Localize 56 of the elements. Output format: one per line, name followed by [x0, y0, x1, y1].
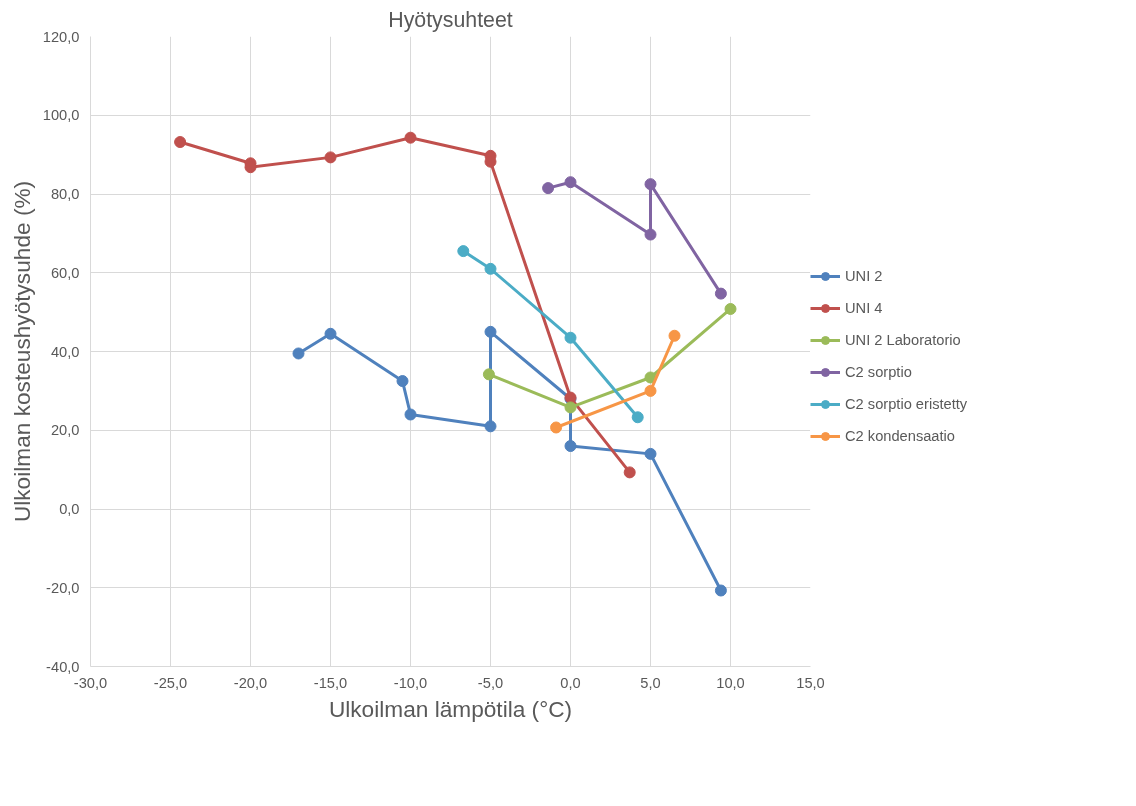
point	[457, 245, 470, 258]
point	[564, 440, 577, 452]
legend-label: C2 kondensaatio	[845, 428, 956, 444]
y-tick-label: -40,0	[46, 658, 80, 675]
point	[564, 401, 577, 414]
x-tick-label: -15,0	[313, 674, 348, 691]
point	[482, 368, 495, 381]
x-tick-label: -20,0	[233, 674, 268, 691]
legend-label: UNI 2 Laboratorio	[845, 332, 961, 348]
y-tick-label: 40,0	[50, 343, 80, 360]
y-tick-label: 100,0	[42, 107, 80, 124]
point	[174, 136, 187, 149]
y-tick-label: 0,0	[59, 501, 80, 517]
point	[324, 151, 337, 164]
point	[724, 302, 737, 315]
x-tick-label: -5,0	[477, 674, 504, 691]
legend-label: C2 sorptio	[845, 364, 912, 380]
chart-title: Hyötysuhteet	[388, 7, 513, 32]
point	[644, 447, 657, 460]
y-tick-label: 80,0	[50, 186, 80, 202]
y-tick-label: 120,0	[42, 28, 80, 45]
point	[623, 466, 636, 479]
legend-label: UNI 4	[845, 300, 883, 316]
y-tick-label: 60,0	[50, 264, 80, 281]
y-tick-label: 20,0	[50, 422, 80, 439]
point	[484, 262, 497, 275]
point	[484, 325, 497, 338]
legend-label: UNI 2	[845, 268, 883, 284]
point	[714, 287, 727, 300]
x-tick-label: -25,0	[153, 674, 188, 691]
x-tick-label: -10,0	[393, 674, 428, 691]
point	[292, 347, 305, 360]
x-tick-label: 10,0	[716, 674, 745, 691]
point	[484, 420, 497, 433]
point	[564, 176, 577, 189]
point	[714, 584, 727, 597]
x-axis-title: Ulkoilman lämpötila (°C)	[328, 695, 573, 722]
point	[644, 384, 657, 397]
point	[668, 329, 681, 342]
point	[404, 408, 417, 421]
point	[396, 375, 409, 388]
legend-label: C2 sorptio eristetty	[845, 396, 968, 412]
point	[644, 228, 657, 241]
point	[644, 178, 657, 191]
y-tick-label: -20,0	[46, 579, 80, 596]
x-tick-label: 15,0	[796, 674, 825, 691]
y-axis-title: Ulkoilman kosteushyötysuhde (%)	[8, 180, 35, 523]
x-tick-label: -30,0	[73, 674, 108, 691]
x-tick-label: 5,0	[640, 674, 661, 691]
point	[550, 421, 563, 434]
point	[324, 327, 337, 340]
point	[542, 182, 555, 195]
point	[631, 411, 644, 424]
point	[564, 331, 577, 344]
point	[404, 131, 417, 144]
x-tick-label: 0,0	[560, 674, 581, 691]
